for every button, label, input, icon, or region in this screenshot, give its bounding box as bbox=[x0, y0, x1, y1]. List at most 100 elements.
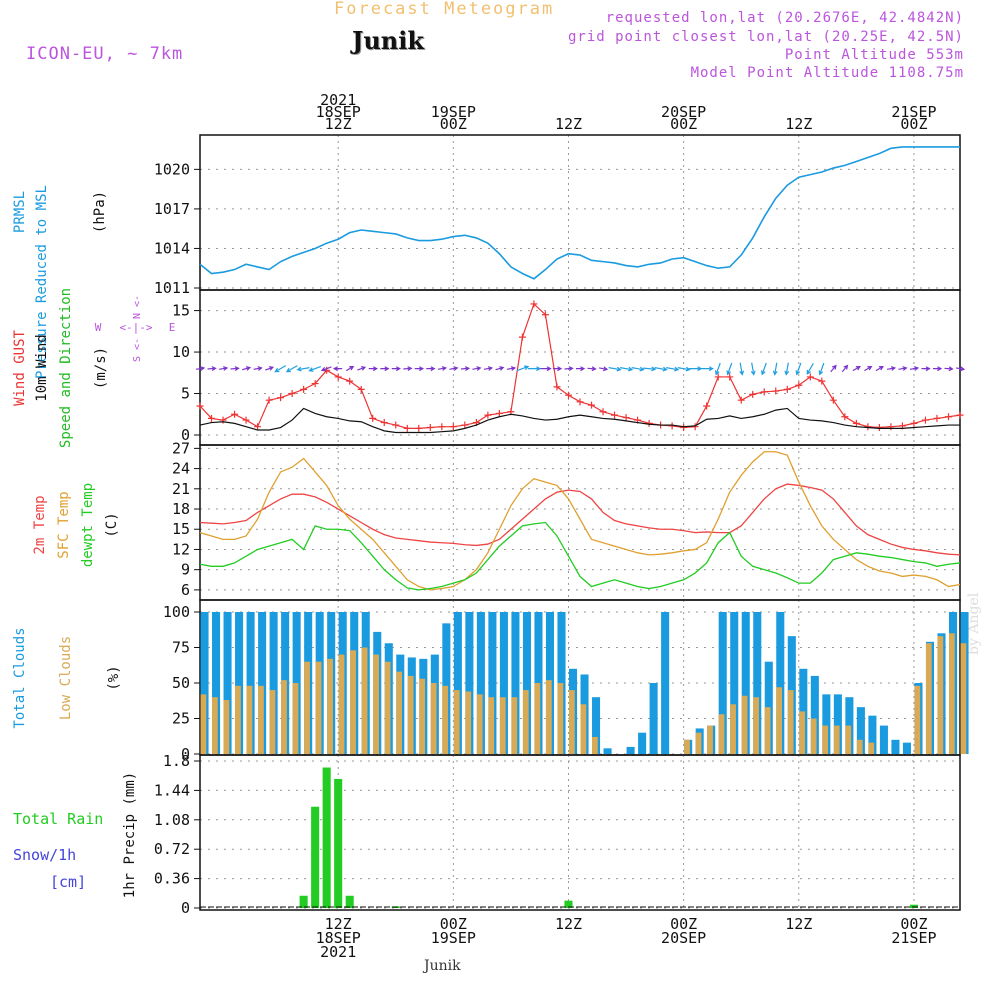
low-cloud-bar bbox=[580, 704, 587, 754]
wind-arrow bbox=[631, 366, 645, 372]
gust-marker bbox=[875, 424, 883, 432]
panel-temperature: 6 9 12 15 18 21 24 27 bbox=[172, 439, 961, 601]
wind-arrow bbox=[552, 366, 563, 372]
wind-arrow bbox=[460, 366, 471, 372]
wind-arrow bbox=[750, 362, 756, 376]
dewpoint-line bbox=[199, 521, 961, 591]
gust-marker bbox=[380, 419, 388, 427]
total-cloud-bar bbox=[810, 675, 819, 754]
wind-arrow bbox=[265, 366, 275, 371]
wind-compass: W E <-|-> N <- S <- bbox=[95, 295, 176, 362]
y-tick-label: 100 bbox=[163, 603, 190, 621]
panel-frame bbox=[199, 134, 961, 291]
low-cloud-bar bbox=[868, 742, 875, 754]
wind-arrow bbox=[380, 366, 390, 372]
gust-marker bbox=[265, 396, 273, 404]
low-cloud-bar bbox=[534, 683, 541, 754]
gust-marker bbox=[530, 300, 538, 308]
gust-marker bbox=[910, 419, 918, 427]
gust-marker bbox=[495, 409, 503, 417]
gust-marker bbox=[311, 380, 319, 388]
wind-arrow bbox=[620, 366, 634, 372]
gust-marker bbox=[956, 411, 964, 419]
wind-arrow bbox=[195, 366, 206, 371]
total-cloud-bar bbox=[833, 694, 842, 754]
low-cloud-bar bbox=[960, 643, 967, 754]
chart-title: Forecast Meteogram bbox=[334, 0, 555, 19]
total-rain-label: Total Rain bbox=[13, 810, 103, 828]
gust-label: Wind GUST bbox=[12, 330, 28, 406]
compass-s-group: S <- bbox=[132, 338, 143, 362]
total-cloud-bar bbox=[730, 612, 739, 754]
wind-arrow bbox=[587, 366, 597, 372]
wind-arrow bbox=[506, 366, 517, 371]
wind-arrow bbox=[426, 366, 436, 372]
wind-arrow bbox=[414, 366, 425, 372]
wind-speed-line bbox=[199, 407, 960, 434]
wind10m-label: 10m Wind bbox=[34, 334, 50, 401]
panel-frame bbox=[199, 754, 961, 911]
low-cloud-bar bbox=[592, 736, 598, 754]
clouds-unit-label-group: (%) bbox=[106, 665, 122, 690]
pressure-ylabel: PRMSL Pressure Reduced to MSL (hPa) bbox=[12, 185, 108, 379]
low-cloud-bar bbox=[741, 695, 748, 754]
low-cloud-bar bbox=[833, 725, 840, 754]
low-cloud-bar bbox=[557, 683, 564, 754]
low-cloud-bar bbox=[764, 707, 771, 754]
low-cloud-bar bbox=[407, 675, 414, 754]
low-cloud-bar bbox=[488, 697, 495, 754]
y-tick-label: 1014 bbox=[154, 239, 190, 257]
wind-arrow bbox=[320, 366, 332, 372]
y-tick-label: 5 bbox=[181, 385, 190, 403]
wind-dir-label: Speed and Direction bbox=[58, 288, 74, 448]
wind-arrow bbox=[207, 366, 217, 372]
wind-arrow bbox=[308, 366, 321, 372]
low-cloud-bar bbox=[212, 697, 218, 754]
wind-arrow bbox=[368, 366, 378, 372]
low-clouds-label: Low Clouds bbox=[58, 636, 74, 720]
low-cloud-bar bbox=[718, 714, 725, 754]
gust-marker bbox=[392, 421, 400, 429]
total-cloud-bar bbox=[741, 612, 750, 754]
precip-unit-label: 1hr Precip (mm) bbox=[122, 772, 138, 898]
low-cloud-bar bbox=[465, 691, 472, 754]
top-time-label: 12Z bbox=[555, 115, 582, 133]
y-tick-label: 1017 bbox=[154, 200, 190, 218]
compass-arrows: <-|-> bbox=[119, 321, 152, 334]
low-cloud-bar bbox=[810, 718, 817, 754]
low-cloud-bar bbox=[545, 680, 552, 754]
top-time-label: 2021 bbox=[320, 91, 356, 109]
gust-marker bbox=[921, 416, 929, 424]
compass-n-group: N <- bbox=[132, 295, 143, 319]
temp-label: 2m Temp bbox=[32, 495, 48, 554]
gust-marker bbox=[242, 416, 250, 424]
low-cloud-bar bbox=[258, 685, 264, 754]
total-clouds-label: Total Clouds bbox=[12, 627, 28, 728]
temp-label: (C) bbox=[104, 512, 120, 537]
wind-arrow bbox=[483, 366, 494, 371]
y-tick-label: 15 bbox=[172, 302, 190, 320]
gust-marker bbox=[438, 423, 446, 431]
low-cloud-bar bbox=[361, 647, 368, 754]
y-tick-label: 0 bbox=[181, 426, 190, 444]
gust-marker bbox=[680, 424, 688, 432]
wind-arrow bbox=[689, 366, 703, 372]
rain-bar bbox=[334, 778, 343, 908]
gust-marker bbox=[726, 373, 734, 381]
wind-arrow bbox=[608, 366, 622, 372]
low-cloud-bar bbox=[396, 671, 403, 754]
gust-marker bbox=[208, 414, 216, 422]
wind-arrow bbox=[841, 364, 849, 373]
wind-arrow bbox=[700, 366, 714, 372]
gust-marker bbox=[484, 411, 492, 419]
wind-unit-label-group: (m/s) bbox=[93, 347, 109, 389]
total-cloud-bar bbox=[212, 612, 221, 754]
y-tick-label: 15 bbox=[172, 520, 190, 538]
low-cloud-bar bbox=[684, 739, 690, 754]
bottom-time-label: 12Z bbox=[325, 915, 352, 933]
rain-bar bbox=[322, 767, 331, 908]
gust-marker bbox=[576, 398, 584, 406]
top-time-label: 00Z bbox=[900, 115, 927, 133]
wind-arrow bbox=[726, 362, 733, 376]
wind-arrow bbox=[345, 366, 355, 372]
